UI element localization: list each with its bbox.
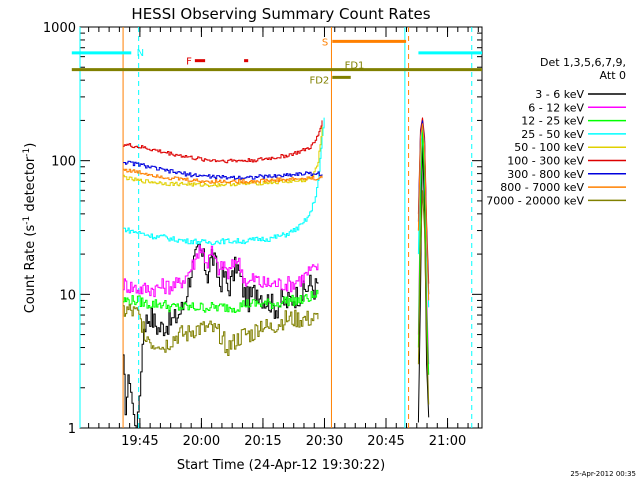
series-line-7 xyxy=(123,168,323,184)
y-axis-label-mid: detector xyxy=(23,156,38,216)
series-burst-0 xyxy=(417,137,430,423)
legend-label: 12 - 25 keV xyxy=(521,115,584,128)
flag-label-fd2: FD2 xyxy=(309,75,329,86)
legend-label: 50 - 100 keV xyxy=(514,141,584,154)
y-axis-label-sup2: -1 xyxy=(22,148,32,157)
flag-label-n: N xyxy=(137,48,144,59)
x-tick-label: 21:00 xyxy=(429,434,466,449)
x-tick-label: 20:00 xyxy=(183,434,220,449)
legend-label: 6 - 12 keV xyxy=(528,101,584,114)
series-line-3 xyxy=(123,117,325,246)
series-line-5 xyxy=(123,120,323,164)
legend-row: 12 - 25 keV xyxy=(521,115,626,128)
x-tick-label: 19:45 xyxy=(121,434,158,449)
legend-row: 800 - 7000 keV xyxy=(500,181,626,194)
y-tick-label: 100 xyxy=(51,155,76,170)
footer-timestamp: 25-Apr-2012 00:35 xyxy=(570,470,636,478)
legend-row: 25 - 50 keV xyxy=(521,128,626,141)
series-burst-2 xyxy=(417,129,430,375)
x-tick-label: 20:30 xyxy=(306,434,343,449)
legend-row: 50 - 100 keV xyxy=(514,141,626,154)
series-line-6 xyxy=(123,160,323,180)
legend-row: 3 - 6 keV xyxy=(535,88,626,101)
x-tick-label: 20:15 xyxy=(244,434,281,449)
y-tick-label: 1000 xyxy=(43,21,76,36)
series-line-1 xyxy=(123,245,319,298)
chart-title: HESSI Observing Summary Count Rates xyxy=(131,5,430,23)
legend-label: 3 - 6 keV xyxy=(535,88,584,101)
legend-row: 100 - 300 keV xyxy=(507,155,626,168)
flag-label-s: S xyxy=(322,37,328,48)
legend-header-detectors: Det 1,3,5,6,7,9, xyxy=(540,56,626,69)
x-tick-label: 20:45 xyxy=(367,434,404,449)
series-line-8 xyxy=(123,304,319,356)
y-tick-label: 1 xyxy=(68,422,76,437)
plot-area: 1 10 100 1000 19:45 20:00 20:15 20:30 20:45 21:00… xyxy=(43,21,483,449)
y-axis-label-end: ) xyxy=(23,143,38,148)
y-axis-label: Count Rate (s-1 detector-1) xyxy=(22,143,38,314)
legend-label: 25 - 50 keV xyxy=(521,128,584,141)
legend-label: 300 - 800 keV xyxy=(507,168,584,181)
series-burst-7 xyxy=(417,123,430,301)
legend-label: 100 - 300 keV xyxy=(507,155,584,168)
legend-label: 7000 - 20000 keV xyxy=(486,194,584,207)
series-burst-8 xyxy=(417,190,430,405)
y-tick-label: 10 xyxy=(59,288,76,303)
flag-label-fd1: FD1 xyxy=(345,61,365,72)
legend-label: 800 - 7000 keV xyxy=(500,181,584,194)
legend-header-attenuator: Att 0 xyxy=(600,69,626,82)
flag-label-f: F xyxy=(186,57,192,68)
legend-row: 300 - 800 keV xyxy=(507,168,626,181)
x-axis-label: Start Time (24-Apr-12 19:30:22) xyxy=(177,458,385,473)
series-line-4 xyxy=(123,126,323,188)
series-line-0 xyxy=(123,243,319,429)
legend-row: 6 - 12 keV xyxy=(528,101,626,114)
legend-row: 7000 - 20000 keV xyxy=(486,194,626,207)
y-axis-label-sup1: -1 xyxy=(22,216,32,225)
y-axis-label-main: Count Rate (s xyxy=(23,225,38,314)
series-line-2 xyxy=(123,289,319,313)
